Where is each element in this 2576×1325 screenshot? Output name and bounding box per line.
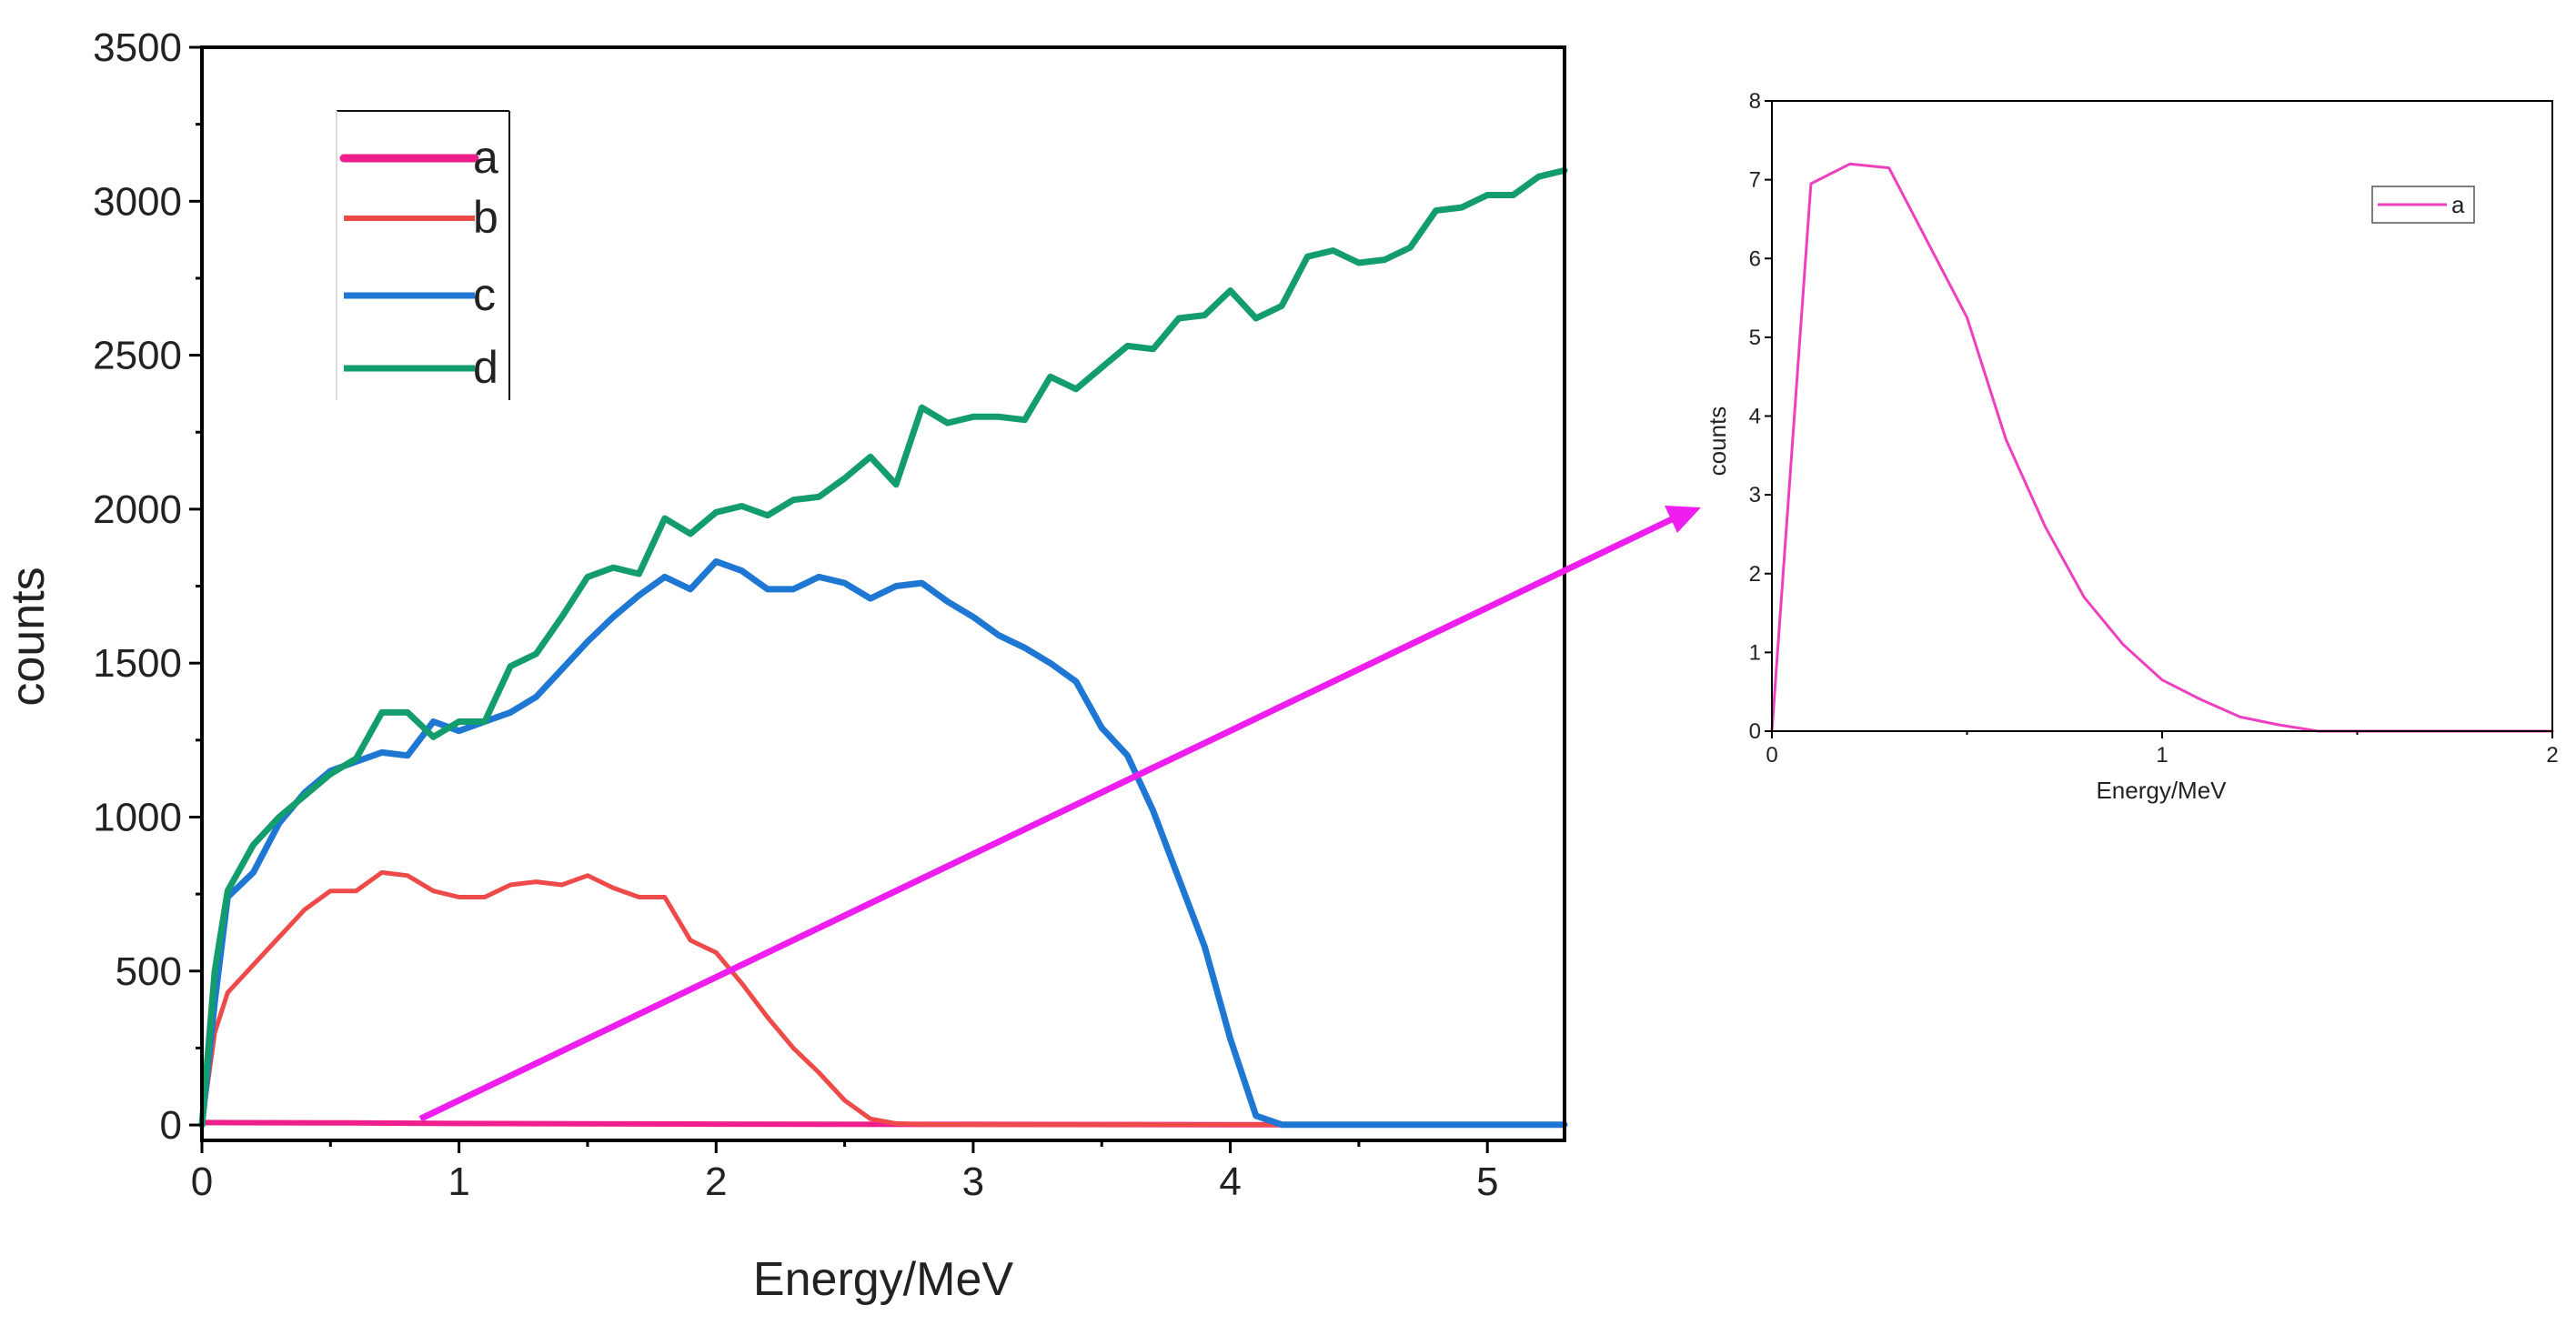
main-x-tick-label: 2 <box>705 1159 727 1204</box>
inset-y-tick-label: 2 <box>1749 562 1761 587</box>
main-x-tick-label: 0 <box>191 1159 213 1204</box>
main-series-b-line <box>199 869 1284 1128</box>
main-x-tick-label: 3 <box>962 1159 984 1204</box>
main-x-tick-label: 1 <box>448 1159 469 1204</box>
main-tick-group: 0 1 2 3 4 5 0 500 1000 1500 2000 2500 3000 3500 <box>93 25 1498 1204</box>
main-series-group <box>198 166 1568 1129</box>
inset-chart: 0 1 2 0 1 2 3 4 5 6 7 8 Energy/MeV counts a <box>1704 89 2559 804</box>
inset-y-tick-label: 6 <box>1749 246 1761 271</box>
main-series-d-line <box>198 166 1568 1129</box>
inset-legend-label-a: a <box>2451 191 2465 218</box>
inset-series-group <box>1770 162 2554 733</box>
main-series-c-line <box>198 557 1568 1129</box>
inset-x-tick-label: 1 <box>2156 743 2168 768</box>
main-y-axis-label: counts <box>2 567 55 706</box>
inset-y-tick-label: 7 <box>1749 168 1761 193</box>
main-legend-label-d: d <box>473 342 498 393</box>
main-legend-label-a: a <box>473 132 498 183</box>
main-legend: a b c d <box>336 110 510 400</box>
main-y-tick-label: 1500 <box>93 641 182 686</box>
main-x-tick-label: 5 <box>1476 1159 1498 1204</box>
inset-tick-group: 0 1 2 0 1 2 3 4 5 6 7 8 <box>1749 89 2559 768</box>
main-y-tick-label: 3500 <box>93 25 182 70</box>
main-legend-label-c: c <box>473 269 496 320</box>
inset-y-tick-label: 8 <box>1749 89 1761 114</box>
inset-x-tick-label: 0 <box>1766 743 1777 768</box>
zoom-arrow-head <box>1665 506 1701 533</box>
main-y-tick-label: 1000 <box>93 795 182 839</box>
main-x-axis-label: Energy/MeV <box>753 1253 1013 1306</box>
inset-y-tick-label: 3 <box>1749 483 1761 507</box>
inset-y-axis-label: counts <box>1704 407 1731 477</box>
inset-x-axis-label: Energy/MeV <box>2096 777 2227 804</box>
inset-x-tick-label: 2 <box>2546 743 2558 768</box>
main-y-tick-label: 2000 <box>93 487 182 532</box>
inset-series-a-line <box>1770 162 2554 733</box>
zoom-arrow-shaft <box>418 515 1675 1122</box>
inset-y-tick-label: 4 <box>1749 405 1761 429</box>
main-chart: 0 1 2 3 4 5 0 500 1000 1500 2000 2500 3000 3500 Energ… <box>2 25 1568 1306</box>
inset-legend: a <box>2371 186 2475 224</box>
inset-y-tick-label: 0 <box>1749 719 1761 744</box>
main-plot-frame <box>200 45 1566 1142</box>
main-legend-label-b: b <box>473 192 498 243</box>
main-y-tick-label: 3000 <box>93 179 182 224</box>
main-x-tick-label: 4 <box>1219 1159 1241 1204</box>
main-y-tick-label: 0 <box>160 1103 182 1148</box>
main-y-tick-label: 500 <box>116 949 182 994</box>
inset-y-tick-label: 1 <box>1749 640 1761 665</box>
zoom-arrow <box>418 506 1701 1122</box>
main-y-tick-label: 2500 <box>93 334 182 378</box>
inset-y-tick-label: 5 <box>1749 326 1761 350</box>
